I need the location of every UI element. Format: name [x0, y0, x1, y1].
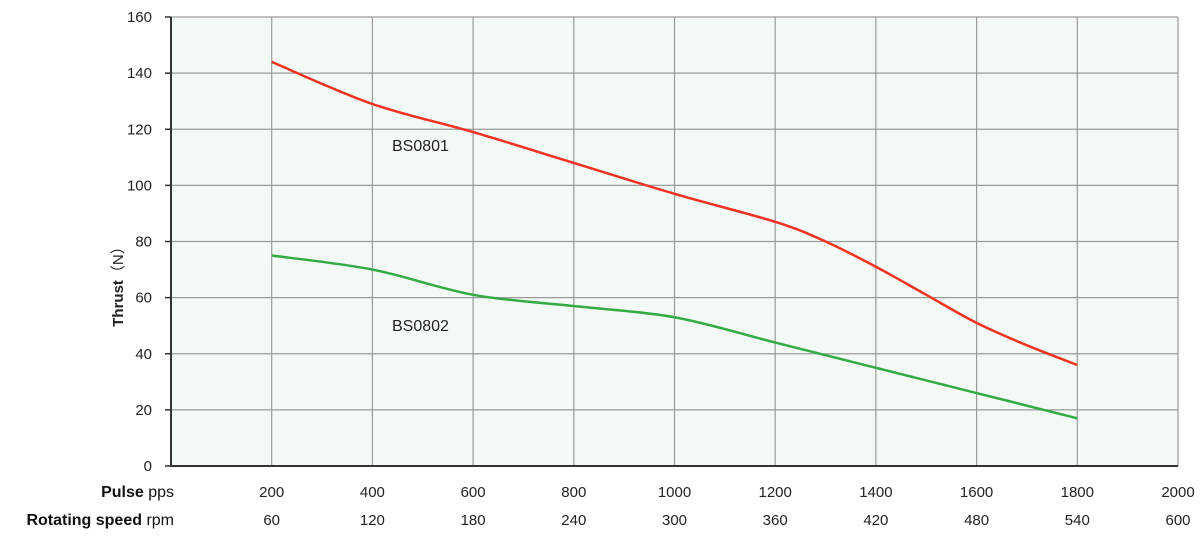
x-tick-label: 800: [561, 484, 586, 501]
x-tick-label: 180: [461, 512, 486, 529]
y-tick-labels: 0 20 40 60 80 100 120 140 160: [127, 9, 152, 475]
x-row-title: Rotating speed rpm: [26, 512, 174, 529]
x-tick-label: 240: [561, 512, 586, 529]
x-tick-label: 1000: [658, 484, 691, 501]
x-tick-label: 1400: [859, 484, 892, 501]
series-line-bs0801: [271, 60, 1078, 367]
x-tick-label: 480: [964, 512, 989, 529]
x-tick-label: 120: [360, 512, 385, 529]
series-lines: [271, 60, 1078, 420]
x-tick-label: 300: [662, 512, 687, 529]
y-axis-title-bold: Thrust: [110, 280, 127, 327]
x-tick-label: 1800: [1061, 484, 1094, 501]
x-tick-label: 420: [863, 512, 888, 529]
x-tick-label: 360: [763, 512, 788, 529]
x-tick-label: 600: [461, 484, 486, 501]
series-labels: BS0801 BS0802: [392, 138, 449, 335]
y-tick-label: 160: [127, 9, 152, 26]
y-axis-title: Thrust（N）: [110, 239, 127, 327]
y-tick-label: 80: [135, 234, 152, 251]
x-tick-label: 600: [1165, 512, 1190, 529]
x-row-title-unit: pps: [144, 484, 174, 501]
axes: [165, 16, 1178, 467]
y-axis-title-unit: （N）: [110, 239, 127, 280]
grid: [171, 16, 1179, 467]
x-tick-label: 1200: [759, 484, 792, 501]
x-tick-label: 540: [1065, 512, 1090, 529]
y-tick-label: 60: [135, 290, 152, 307]
x-axis-rows: Pulse pps 200 400 600 800 1000 1200 1400 1600 180…: [26, 484, 1194, 529]
x-row-title: Pulse pps: [101, 484, 174, 501]
y-tick-label: 0: [144, 458, 152, 475]
y-tick-label: 40: [135, 346, 152, 363]
y-tick-label: 140: [127, 65, 152, 82]
x-tick-label: 400: [360, 484, 385, 501]
x-row-title-bold: Rotating speed: [26, 512, 142, 529]
x-tick-label: 200: [259, 484, 284, 501]
x-row-title-bold: Pulse: [101, 484, 144, 501]
series-label-bs0802: BS0802: [392, 318, 449, 335]
x-row-title-unit: rpm: [142, 512, 174, 529]
y-tick-label: 100: [127, 177, 152, 194]
y-tick-label: 20: [135, 402, 152, 419]
x-tick-label: 2000: [1161, 484, 1194, 501]
x-tick-label: 60: [263, 512, 280, 529]
y-tick-label: 120: [127, 121, 152, 138]
series-label-bs0801: BS0801: [392, 138, 449, 155]
series-line-bs0802: [271, 254, 1078, 420]
x-tick-label: 1600: [960, 484, 993, 501]
